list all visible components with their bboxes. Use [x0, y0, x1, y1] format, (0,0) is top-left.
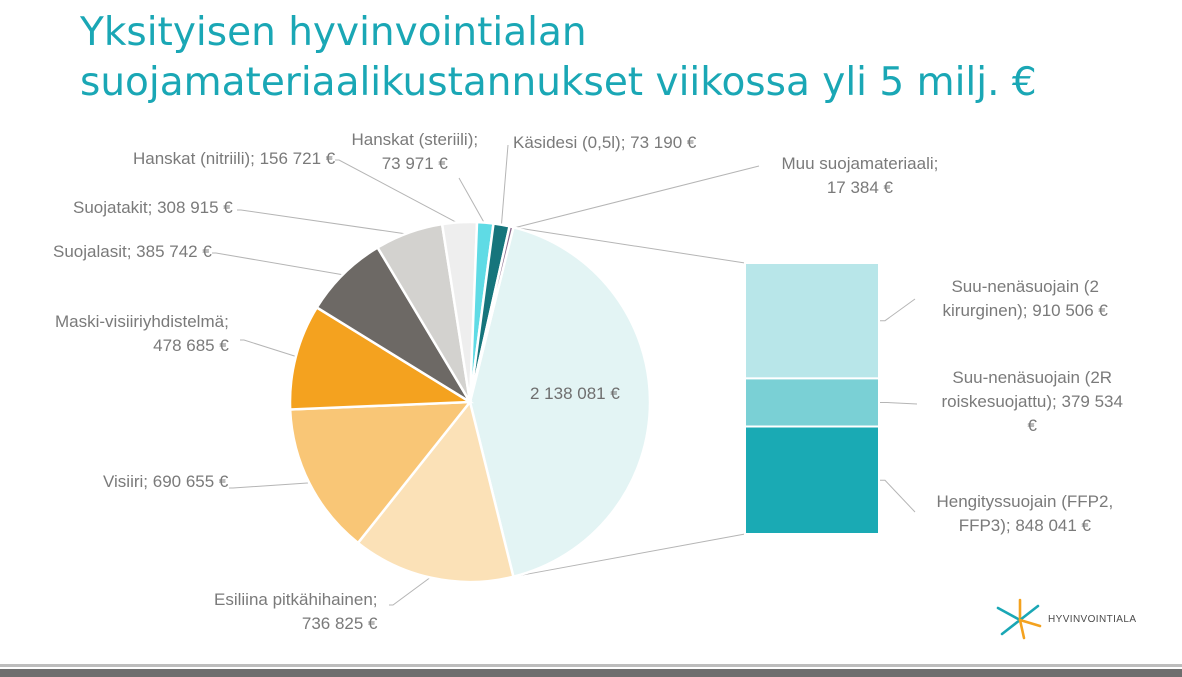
data-label-kasidesi-0-5l-73-190-line-1: Käsidesi (0,5l); 73 190 €: [513, 133, 697, 152]
logo-ray: [1018, 618, 1026, 640]
bar-label-2: Suu-nenäsuojain (2R roiskesuojattu); 379 …: [942, 366, 1123, 438]
pie-slice-visiiri-690-655: [288, 400, 473, 545]
leader-line: [212, 252, 345, 276]
bar-label-2-line-1: Suu-nenäsuojain (2R: [952, 368, 1113, 387]
leader-line: [335, 159, 460, 225]
bar-label-1: Suu-nenäsuojain (2 kirurginen); 910 506 €: [943, 275, 1108, 323]
bar-label-2-line-2: roiskesuojattu); 379 534: [941, 392, 1123, 411]
title-line-1: Yksityisen hyvinvointialan: [80, 10, 587, 55]
data-label-maski-visiiriyhdistelma-line-1: Maski-visiiriyhdistelmä;: [55, 312, 229, 331]
logo-icon: [996, 598, 1042, 640]
bar-label-3-line-2: FFP3); 848 041 €: [958, 516, 1091, 535]
leader-line: [510, 165, 760, 230]
data-label-esiliina-pitkahihainen: Esiliina pitkähihainen; 736 825 €: [214, 588, 378, 636]
slide-title: Yksityisen hyvinvointialan suojamateriaa…: [80, 8, 1160, 108]
bottom-divider: [0, 664, 1182, 667]
connector-line-bottom: [513, 533, 746, 578]
connector-line-top: [513, 226, 746, 264]
data-label-visiiri-690-655: Visiiri; 690 655 €: [103, 470, 228, 494]
data-label-other-line-2: 2 138 081 €: [530, 384, 620, 403]
data-label-muu-suojamateriaali-line-2: 17 384 €: [826, 178, 894, 197]
data-label-hanskat-steriili: Hanskat (steriili); 73 971 €: [352, 128, 479, 176]
logo-ray: [1018, 618, 1042, 628]
bar-label-3-line-1: Hengityssuojain (FFP2,: [936, 492, 1114, 511]
data-label-hanskat-nitriili-156-721-line-1: Hanskat (nitriili); 156 721 €: [133, 149, 336, 168]
logo-ray: [1018, 604, 1040, 622]
pie-slice-other: [468, 225, 652, 579]
logo-ray: [996, 606, 1022, 622]
bar-label-2-line-3: €: [1027, 416, 1037, 435]
data-label-esiliina-pitkahihainen-line-1: Esiliina pitkähihainen;: [214, 590, 378, 609]
title-line-2: suojamateriaalikustannukset viikossa yli…: [80, 60, 1037, 105]
bottom-bar: [0, 669, 1182, 677]
leader-line: [237, 209, 410, 235]
data-label-suojatakit-308-915-line-1: Suojatakit; 308 915 €: [73, 198, 233, 217]
data-label-visiiri-690-655-line-1: Visiiri; 690 655 €: [103, 472, 229, 491]
bar-label-1-line-2: kirurginen); 910 506 €: [942, 301, 1108, 320]
bar-segment-3: [744, 425, 880, 536]
bar-label-1-line-1: Suu-nenäsuojain (2: [951, 277, 1099, 296]
logo-ray: [1000, 618, 1022, 636]
data-label-hanskat-steriili-line-1: Hanskat (steriili);: [351, 130, 479, 149]
leader-line: [229, 482, 312, 489]
pie-slice-esiliina-pitkahihainen: [356, 399, 515, 584]
data-label-esiliina-pitkahihainen-line-2: 736 825 €: [301, 614, 378, 633]
data-label-hanskat-nitriili-156-721: Hanskat (nitriili); 156 721 €: [133, 147, 335, 171]
data-label-maski-visiiriyhdistelma: Maski-visiiriyhdistelmä; 478 685 €: [55, 310, 229, 358]
leader-line: [458, 177, 486, 225]
data-label-suojalasit-385-742: Suojalasit; 385 742 €: [53, 240, 212, 264]
data-label-muu-suojamateriaali-line-1: Muu suojamateriaali;: [781, 154, 939, 173]
bar-segment-2: [744, 377, 880, 428]
data-label-maski-visiiriyhdistelma-line-2: 478 685 €: [153, 336, 229, 355]
leader-line: [240, 339, 298, 358]
data-label-kasidesi-0-5l-73-190: Käsidesi (0,5l); 73 190 €: [513, 131, 696, 155]
data-label-other: 2 138 081 €: [530, 382, 620, 406]
pie-slice-maski-visiiriyhdistelma: [288, 305, 475, 411]
bar-label-3: Hengityssuojain (FFP2, FFP3); 848 041 €: [937, 490, 1114, 538]
pie-slice-muu-suojamateriaali: [468, 224, 515, 403]
data-label-muu-suojamateriaali: Muu suojamateriaali; 17 384 €: [782, 152, 939, 200]
leader-line: [389, 575, 433, 606]
leader-line: [500, 144, 509, 227]
bar-segment-1: [744, 262, 880, 380]
data-label-suojalasit-385-742-line-1: Suojalasit; 385 742 €: [53, 242, 212, 261]
data-label-hanskat-steriili-line-2: 73 971 €: [381, 154, 448, 173]
logo-text: HYVINVOINTIALA: [1048, 614, 1137, 625]
data-label-suojatakit-308-915: Suojatakit; 308 915 €: [73, 196, 233, 220]
